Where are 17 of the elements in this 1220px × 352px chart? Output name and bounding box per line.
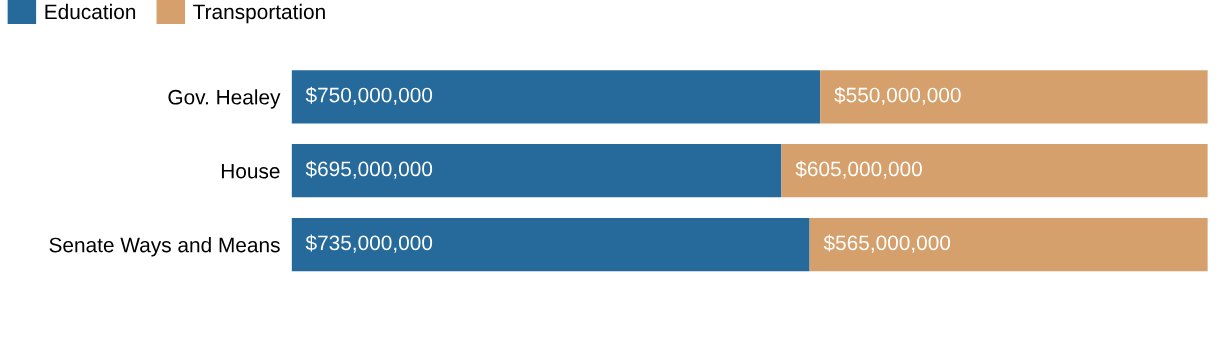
data-label: $695,000,000 — [305, 160, 433, 179]
data-label: $565,000,000 — [823, 234, 951, 253]
y-tick-label: House — [221, 163, 280, 179]
data-label: $750,000,000 — [305, 86, 433, 105]
data-label: $550,000,000 — [834, 86, 961, 105]
bar — [291, 70, 821, 124]
data-label: $735,000,000 — [305, 234, 433, 253]
bar — [781, 144, 1208, 198]
y-tick-label: Senate Ways and Means — [49, 237, 280, 257]
bar — [820, 70, 1208, 124]
bar — [291, 144, 782, 198]
data-label: $605,000,000 — [795, 160, 922, 179]
bar — [809, 218, 1208, 272]
legend-label: Transportation — [193, 3, 325, 24]
legend-label: Education — [45, 3, 136, 20]
bar — [291, 218, 810, 272]
y-tick-label: Gov. Healey — [168, 89, 281, 109]
